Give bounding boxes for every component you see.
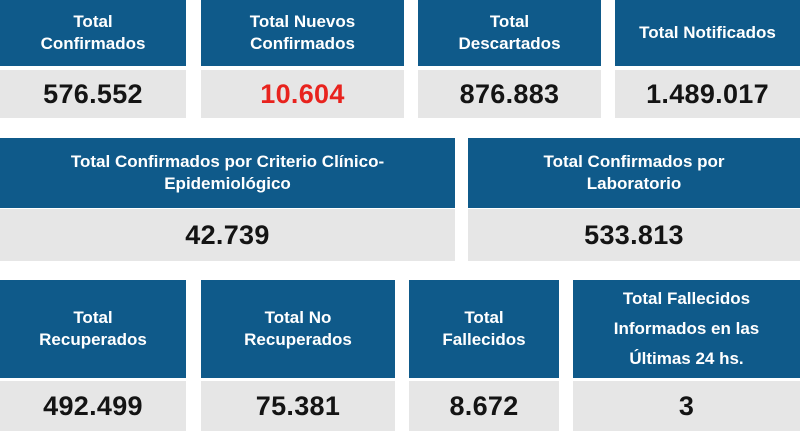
card-label: Total Nuevos Confirmados (201, 0, 404, 66)
card-value: 10.604 (201, 70, 404, 118)
card-total-recuperados: Total Recuperados 492.499 (0, 280, 186, 431)
card-value: 576.552 (0, 70, 186, 118)
card-value: 533.813 (468, 209, 800, 261)
card-value: 492.499 (0, 381, 186, 431)
card-label: Total Fallecidos Informados en las Últim… (573, 280, 800, 378)
card-fallecidos-ultimas-24hs: Total Fallecidos Informados en las Últim… (573, 280, 800, 431)
card-value: 8.672 (409, 381, 559, 431)
card-label: Total Notificados (615, 0, 800, 66)
card-total-no-recuperados: Total No Recuperados 75.381 (201, 280, 395, 431)
card-total-nuevos-confirmados: Total Nuevos Confirmados 10.604 (201, 0, 404, 118)
card-label: Total Confirmados por Criterio Clínico- … (0, 138, 455, 208)
card-value: 75.381 (201, 381, 395, 431)
card-total-descartados: Total Descartados 876.883 (418, 0, 601, 118)
card-label: Total Descartados (418, 0, 601, 66)
card-confirmados-criterio-clinico: Total Confirmados por Criterio Clínico- … (0, 138, 455, 261)
card-label: Total No Recuperados (201, 280, 395, 378)
card-value: 3 (573, 381, 800, 431)
card-total-fallecidos: Total Fallecidos 8.672 (409, 280, 559, 431)
card-value: 42.739 (0, 209, 455, 261)
card-label: Total Recuperados (0, 280, 186, 378)
card-total-notificados: Total Notificados 1.489.017 (615, 0, 800, 118)
card-value: 876.883 (418, 70, 601, 118)
card-value: 1.489.017 (615, 70, 800, 118)
card-confirmados-laboratorio: Total Confirmados por Laboratorio 533.81… (468, 138, 800, 261)
card-label: Total Fallecidos (409, 280, 559, 378)
card-total-confirmados: Total Confirmados 576.552 (0, 0, 186, 118)
card-label: Total Confirmados por Laboratorio (468, 138, 800, 208)
card-label: Total Confirmados (0, 0, 186, 66)
